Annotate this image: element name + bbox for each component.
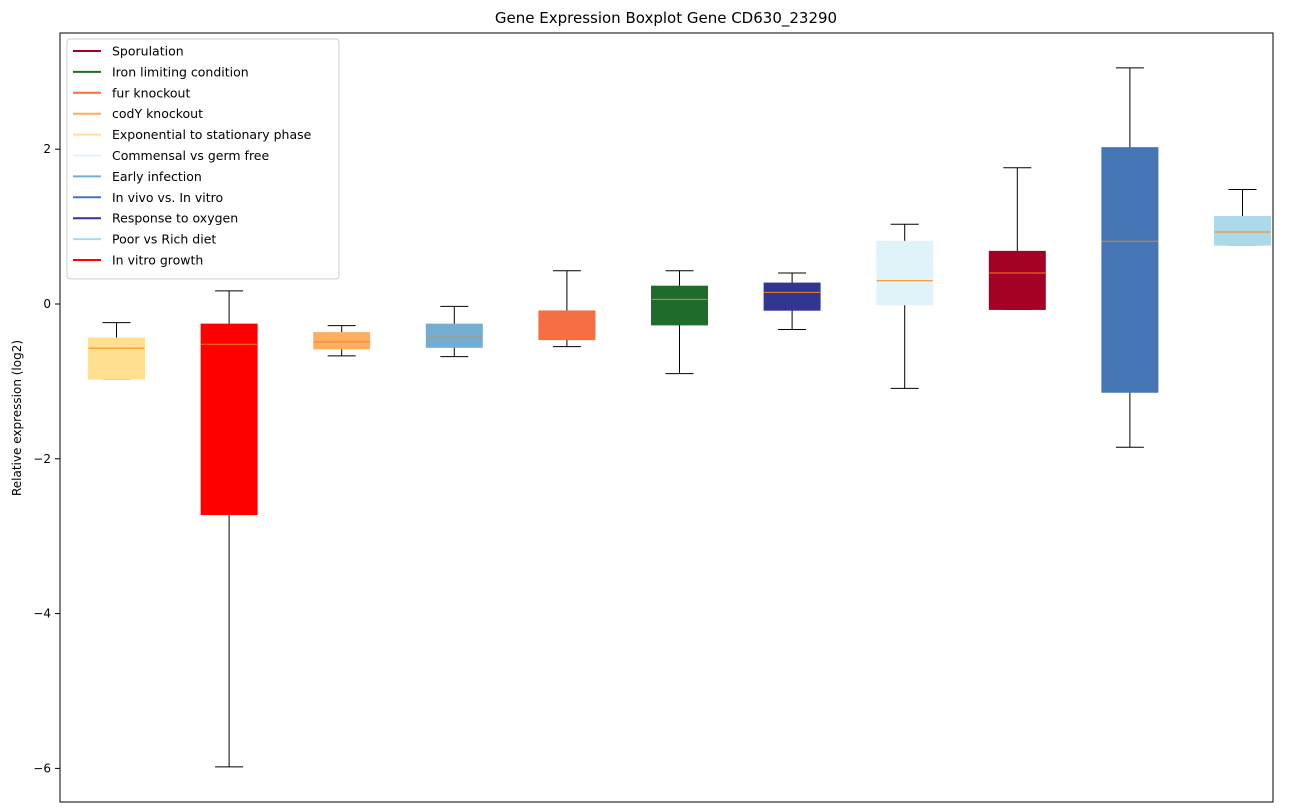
legend-label: Iron limiting condition [112,64,249,79]
legend-label: In vitro growth [112,253,203,268]
box [200,323,258,516]
box [313,332,371,350]
plot-layer: 2 0 −2 −4 −6 [33,67,1271,775]
box [763,282,821,311]
box [538,310,596,341]
box-group [88,322,145,380]
legend-label: codY knockout [112,106,203,121]
box-group [988,167,1046,310]
legend-label: Exponential to stationary phase [112,127,312,142]
box-group [651,270,708,375]
legend-label: Sporulation [112,44,184,59]
box [1101,147,1159,393]
chart-title: Gene Expression Boxplot Gene CD630_23290 [495,9,837,28]
y-tick-label: −6 [33,761,51,775]
box-group [1101,67,1159,448]
legend-label: In vivo vs. In vitro [112,190,223,205]
box [651,285,708,326]
legend-label: fur knockout [112,85,190,100]
box-group [425,305,483,358]
box-group [313,325,371,357]
legend-frame [66,38,340,280]
box-group [876,223,934,389]
box [425,323,483,348]
box [988,250,1046,310]
legend-label: Early infection [112,169,202,184]
legend: Sporulation Iron limiting condition fur kn… [66,38,340,280]
y-tick-label: −4 [33,607,51,621]
box [1214,216,1271,246]
box [876,240,934,306]
y-tick-label: 2 [43,142,51,156]
box-group [538,270,596,348]
plot-frame [59,32,1274,803]
legend-label: Commensal vs germ free [112,148,269,163]
legend-label: Response to oxygen [112,211,238,226]
box-group [200,290,258,768]
y-axis-label: Relative expression (log2) [10,340,24,496]
box-group [763,272,821,331]
y-tick-label: −2 [33,452,51,466]
box-group [1214,188,1271,246]
y-tick-label: 0 [43,297,51,311]
box [88,337,145,380]
legend-label: Poor vs Rich diet [112,232,216,247]
